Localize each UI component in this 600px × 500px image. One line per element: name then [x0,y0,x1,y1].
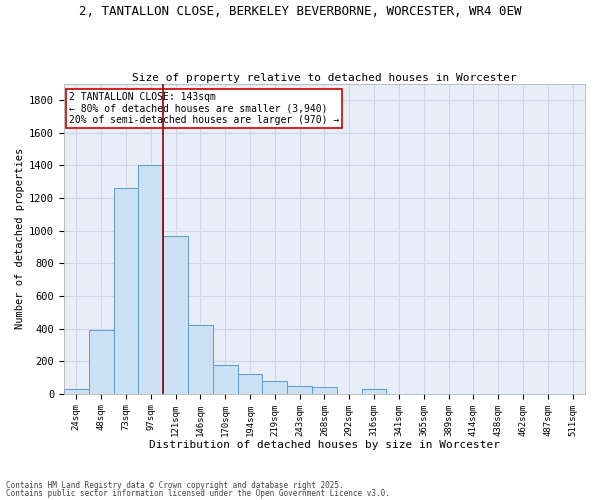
Bar [163,236,188,394]
Bar [113,188,139,394]
Title: Size of property relative to detached houses in Worcester: Size of property relative to detached ho… [132,73,517,83]
Text: Contains HM Land Registry data © Crown copyright and database right 2025.: Contains HM Land Registry data © Crown c… [6,480,344,490]
Bar [139,166,163,394]
Bar [64,389,89,394]
Bar [188,326,213,394]
Text: Contains public sector information licensed under the Open Government Licence v3: Contains public sector information licen… [6,489,390,498]
Text: 2, TANTALLON CLOSE, BERKELEY BEVERBORNE, WORCESTER, WR4 0EW: 2, TANTALLON CLOSE, BERKELEY BEVERBORNE,… [79,5,521,18]
Bar [287,386,312,394]
Bar [362,389,386,394]
Bar [89,330,113,394]
Bar [312,388,337,394]
Bar [238,374,262,394]
X-axis label: Distribution of detached houses by size in Worcester: Distribution of detached houses by size … [149,440,500,450]
Y-axis label: Number of detached properties: Number of detached properties [15,148,25,330]
Text: 2 TANTALLON CLOSE: 143sqm
← 80% of detached houses are smaller (3,940)
20% of se: 2 TANTALLON CLOSE: 143sqm ← 80% of detac… [69,92,340,124]
Bar [262,381,287,394]
Bar [213,366,238,394]
